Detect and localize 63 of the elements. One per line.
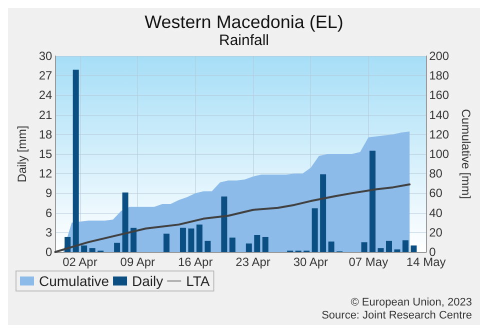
y2-tick-label: 60 bbox=[429, 186, 443, 200]
legend-label: Daily bbox=[132, 273, 164, 289]
y-tick-label: 21 bbox=[38, 108, 53, 122]
y2-tick-label: 180 bbox=[429, 68, 450, 83]
y-tick-label: 27 bbox=[38, 68, 53, 83]
bar bbox=[361, 242, 368, 252]
bar bbox=[122, 192, 128, 252]
y-tick-label: 24 bbox=[38, 88, 53, 102]
bar bbox=[72, 70, 79, 252]
y2-tick-label: 80 bbox=[429, 166, 443, 181]
y2-axis-title: Cumulative [mm] bbox=[459, 108, 473, 200]
y2-tick-label: 160 bbox=[429, 88, 450, 102]
y-tick-label: 6 bbox=[46, 206, 53, 220]
x-tick-label: 09 Apr bbox=[120, 255, 156, 269]
y-tick-label: 0 bbox=[46, 245, 53, 259]
y-tick-label: 30 bbox=[38, 49, 53, 63]
y2-tick-label: 20 bbox=[429, 225, 443, 240]
y2-tick-label: 120 bbox=[429, 127, 450, 142]
bar bbox=[320, 174, 326, 252]
bar bbox=[188, 228, 194, 252]
bar bbox=[229, 238, 236, 252]
x-tick-label: 30 Apr bbox=[293, 255, 328, 269]
chart-subtitle: Rainfall bbox=[218, 32, 270, 49]
bar bbox=[246, 244, 252, 252]
x-tick-label: 07 May bbox=[348, 255, 388, 269]
y2-tick-label: 200 bbox=[429, 49, 450, 63]
y-axis-title: Daily [mm] bbox=[15, 126, 29, 182]
bar bbox=[81, 245, 88, 252]
bar bbox=[180, 228, 186, 252]
bar bbox=[163, 234, 170, 252]
y2-tick-label: 100 bbox=[429, 147, 450, 161]
y2-tick-label: 140 bbox=[429, 108, 450, 122]
y-tick-label: 15 bbox=[38, 147, 53, 161]
bar bbox=[114, 242, 120, 252]
bar bbox=[402, 240, 408, 252]
bar bbox=[262, 236, 268, 252]
bar bbox=[386, 240, 392, 252]
bar bbox=[312, 208, 318, 252]
text: © European Union, 2023 bbox=[350, 296, 472, 308]
x-tick-label: 02 Apr bbox=[62, 255, 98, 269]
bar bbox=[328, 242, 334, 252]
x-tick-label: 16 Apr bbox=[178, 255, 213, 269]
bar bbox=[221, 196, 228, 252]
bar bbox=[410, 245, 417, 252]
source-note: Source: Joint Research Centre bbox=[322, 310, 472, 322]
bar bbox=[130, 228, 137, 252]
bar bbox=[254, 235, 260, 252]
y-tick-label: 3 bbox=[46, 225, 53, 240]
y2-tick-label: 40 bbox=[429, 206, 443, 220]
bar bbox=[378, 248, 384, 252]
legend-label: LTA bbox=[186, 273, 210, 289]
bar bbox=[196, 224, 202, 252]
chart-title: Western Macedonia (EL) bbox=[144, 12, 344, 32]
y-tick-label: 12 bbox=[38, 166, 53, 181]
x-tick-label: 23 Apr bbox=[236, 255, 270, 269]
legend-label: Cumulative bbox=[39, 273, 110, 289]
line-series bbox=[54, 183, 411, 253]
bar bbox=[394, 249, 400, 252]
bar bbox=[89, 248, 96, 252]
y-tick-label: 18 bbox=[38, 127, 53, 142]
bar bbox=[204, 240, 211, 252]
bar bbox=[370, 150, 376, 252]
y-tick-label: 9 bbox=[46, 186, 53, 200]
